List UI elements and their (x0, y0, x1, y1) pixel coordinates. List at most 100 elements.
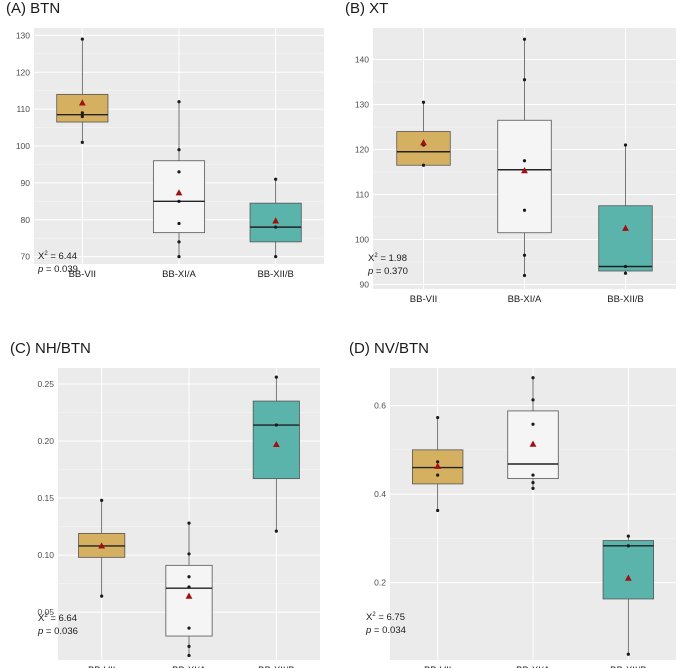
chi-value: = 6.75 (376, 612, 405, 623)
chart-panel-1: (A) BTN 70 80 90 100 110 120 130 BB-VII BB-XI/A BB… (6, 0, 324, 280)
iqr-box (249, 202, 302, 243)
mean-marker (185, 592, 193, 599)
data-point (436, 473, 440, 477)
data-point (177, 199, 181, 203)
x-tick-label: BB-XI/A (516, 665, 550, 668)
box-bb-xii-b (598, 143, 653, 275)
p-value-annotation: p = 0.039 (37, 264, 78, 275)
y-tick-label: 0.2 (374, 578, 386, 588)
data-point (100, 498, 104, 502)
mean-marker (272, 440, 280, 448)
y-tick-label: 130 (16, 30, 30, 40)
chart-title: (D) NV/BTN (349, 340, 429, 357)
chart-panel-4: (D) NV/BTN 0.2 0.4 0.6 BB-VII BB-XI/A BB-XII/B… (349, 340, 676, 668)
mean-marker (272, 217, 280, 224)
y-tick-label: 90 (21, 178, 31, 188)
data-point (80, 111, 84, 115)
data-point (80, 140, 84, 144)
mean-marker (420, 139, 427, 146)
data-point (623, 264, 628, 269)
y-tick-label: 0.6 (374, 401, 386, 411)
data-point (522, 273, 527, 278)
chi-square-annotation: X2 = 1.98 (368, 253, 407, 264)
chi-square-annotation: X2 = 6.64 (38, 613, 77, 624)
box-bb-vii (78, 498, 126, 598)
chart-panel-2: (B) XT 90 100 110 120 130 140 BB-VII BB-XI/A BB-X… (345, 0, 676, 305)
data-point (274, 375, 278, 379)
p-value-annotation: p = 0.370 (367, 266, 408, 277)
data-point (623, 271, 628, 275)
chi-superscript: 2 (372, 612, 376, 618)
data-point (421, 163, 426, 167)
box-bb-xii-b (249, 177, 302, 259)
y-tick-label: 0.25 (37, 379, 54, 389)
data-point (177, 255, 181, 259)
y-tick-label: 0.10 (37, 550, 54, 560)
data-point (436, 460, 440, 464)
data-point (187, 626, 191, 630)
data-point (187, 575, 191, 579)
p-symbol: p (37, 264, 43, 275)
data-point (80, 114, 84, 119)
mean-marker (529, 440, 537, 447)
p-value: = 0.034 (371, 625, 406, 636)
p-value-annotation: p = 0.036 (37, 626, 78, 637)
box-bb-xii-b (252, 375, 300, 533)
chi-symbol: X (368, 253, 375, 264)
data-point (531, 473, 535, 477)
data-point (626, 544, 630, 548)
chart-title: (C) NH/BTN (10, 340, 91, 357)
iqr-box (396, 131, 451, 166)
x-tick-label: BB-XII/B (257, 269, 293, 280)
data-point (177, 170, 181, 174)
data-point (531, 422, 535, 426)
data-point (421, 100, 426, 104)
p-value: = 0.036 (43, 626, 78, 637)
box-bb-xi-a (507, 376, 559, 490)
data-point (531, 486, 535, 490)
x-tick-label: BB-XI/A (508, 294, 542, 305)
mean-marker (624, 574, 632, 581)
data-point (623, 143, 628, 147)
chi-value: = 6.64 (48, 613, 77, 624)
y-tick-label: 0.15 (37, 493, 54, 503)
iqr-box (252, 400, 300, 480)
x-tick-label: BB-VII (69, 269, 96, 280)
mean-marker (175, 189, 183, 196)
chi-value: = 1.98 (378, 253, 407, 264)
data-point (436, 508, 440, 513)
p-symbol: p (37, 626, 43, 637)
y-tick-label: 110 (355, 190, 369, 200)
box-bb-vii (412, 415, 464, 513)
data-point (274, 177, 278, 181)
chi-superscript: 2 (374, 253, 378, 259)
data-point (187, 653, 191, 658)
y-tick-label: 130 (355, 100, 369, 110)
y-tick-label: 0.4 (374, 489, 386, 499)
box-bb-xii-b (602, 534, 654, 656)
chi-superscript: 2 (44, 251, 48, 257)
chart-title: (B) XT (345, 0, 388, 17)
data-point (531, 480, 535, 485)
data-point (187, 552, 191, 556)
chi-square-annotation: X2 = 6.44 (38, 251, 77, 262)
iqr-box (598, 205, 653, 272)
y-tick-label: 0.20 (37, 436, 54, 446)
p-symbol: p (365, 625, 371, 636)
y-tick-label: 0.05 (37, 607, 54, 617)
mean-marker (434, 462, 442, 469)
data-point (531, 398, 535, 402)
y-tick-label: 70 (21, 252, 31, 262)
x-tick-label: BB-XII/B (607, 294, 643, 305)
y-tick-label: 80 (21, 215, 31, 225)
data-point (274, 225, 278, 229)
x-tick-label: BB-XII/B (610, 665, 646, 668)
chi-superscript: 2 (44, 613, 48, 619)
p-symbol: p (367, 266, 373, 277)
y-tick-label: 140 (355, 55, 369, 65)
x-tick-label: BB-VII (88, 665, 115, 668)
data-point (187, 644, 191, 648)
y-tick-label: 110 (16, 104, 30, 114)
data-point (274, 529, 278, 533)
